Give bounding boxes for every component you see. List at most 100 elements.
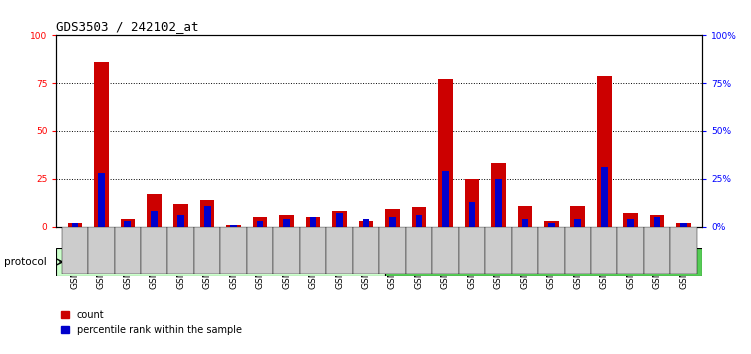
- Bar: [141, 227, 167, 228]
- Text: GDS3503 / 242102_at: GDS3503 / 242102_at: [56, 20, 199, 33]
- Bar: [406, 227, 432, 228]
- Bar: [194, 227, 221, 228]
- Bar: [88, 227, 115, 274]
- Bar: [359, 221, 373, 227]
- Bar: [226, 225, 241, 227]
- Bar: [200, 200, 215, 227]
- Bar: [565, 227, 591, 274]
- Bar: [88, 227, 115, 228]
- Bar: [141, 227, 167, 274]
- Bar: [379, 227, 406, 228]
- Bar: [601, 167, 608, 227]
- Bar: [415, 215, 422, 227]
- Bar: [353, 227, 379, 228]
- Bar: [432, 227, 459, 228]
- Bar: [459, 227, 485, 228]
- Bar: [438, 79, 453, 227]
- Bar: [389, 217, 396, 227]
- Bar: [644, 227, 671, 274]
- Bar: [363, 219, 369, 227]
- Bar: [591, 227, 617, 274]
- FancyBboxPatch shape: [56, 248, 385, 276]
- Bar: [571, 206, 585, 227]
- Bar: [538, 227, 565, 228]
- Bar: [306, 217, 321, 227]
- Bar: [115, 227, 141, 228]
- Bar: [406, 227, 432, 274]
- Bar: [412, 207, 427, 227]
- Bar: [273, 227, 300, 228]
- Bar: [521, 219, 528, 227]
- Bar: [465, 179, 479, 227]
- Bar: [432, 227, 459, 274]
- Bar: [273, 227, 300, 274]
- Bar: [336, 213, 343, 227]
- Bar: [327, 227, 353, 228]
- Bar: [491, 164, 505, 227]
- Bar: [677, 223, 691, 227]
- Bar: [517, 206, 532, 227]
- Bar: [62, 227, 88, 228]
- Bar: [62, 227, 88, 274]
- Bar: [68, 223, 82, 227]
- Bar: [151, 211, 158, 227]
- Bar: [544, 221, 559, 227]
- Bar: [125, 221, 131, 227]
- Bar: [300, 227, 327, 228]
- Bar: [173, 204, 188, 227]
- Bar: [379, 227, 406, 274]
- Bar: [221, 227, 247, 274]
- Bar: [120, 219, 135, 227]
- Bar: [459, 227, 485, 274]
- Bar: [94, 62, 109, 227]
- Bar: [253, 217, 267, 227]
- Bar: [167, 227, 194, 274]
- Bar: [442, 171, 449, 227]
- Bar: [247, 227, 273, 228]
- Bar: [115, 227, 141, 274]
- Bar: [147, 194, 161, 227]
- Bar: [177, 215, 184, 227]
- Bar: [597, 75, 611, 227]
- Bar: [511, 227, 538, 274]
- Bar: [495, 179, 502, 227]
- Text: before exercise: before exercise: [178, 257, 263, 267]
- Bar: [327, 227, 353, 274]
- Bar: [353, 227, 379, 274]
- Bar: [283, 219, 290, 227]
- Bar: [385, 209, 400, 227]
- Bar: [221, 227, 247, 228]
- Bar: [623, 213, 638, 227]
- Bar: [194, 227, 221, 274]
- Bar: [617, 227, 644, 274]
- Bar: [332, 211, 347, 227]
- Bar: [617, 227, 644, 228]
- Bar: [644, 227, 671, 228]
- Bar: [538, 227, 565, 274]
- Bar: [654, 217, 660, 227]
- Text: protocol: protocol: [4, 257, 47, 267]
- Bar: [257, 221, 264, 227]
- Bar: [548, 223, 555, 227]
- Bar: [204, 206, 210, 227]
- Bar: [671, 227, 697, 228]
- Bar: [485, 227, 511, 228]
- Bar: [167, 227, 194, 228]
- Bar: [485, 227, 511, 274]
- FancyBboxPatch shape: [385, 248, 702, 276]
- Bar: [300, 227, 327, 274]
- Bar: [279, 215, 294, 227]
- Bar: [511, 227, 538, 228]
- Bar: [309, 217, 316, 227]
- Bar: [231, 225, 237, 227]
- Legend: count, percentile rank within the sample: count, percentile rank within the sample: [61, 310, 242, 335]
- Bar: [591, 227, 617, 228]
- Bar: [98, 173, 104, 227]
- Bar: [469, 202, 475, 227]
- Bar: [565, 227, 591, 228]
- Text: after exercise: after exercise: [505, 257, 581, 267]
- Bar: [650, 215, 665, 227]
- Bar: [71, 223, 78, 227]
- Bar: [680, 223, 687, 227]
- Bar: [627, 219, 634, 227]
